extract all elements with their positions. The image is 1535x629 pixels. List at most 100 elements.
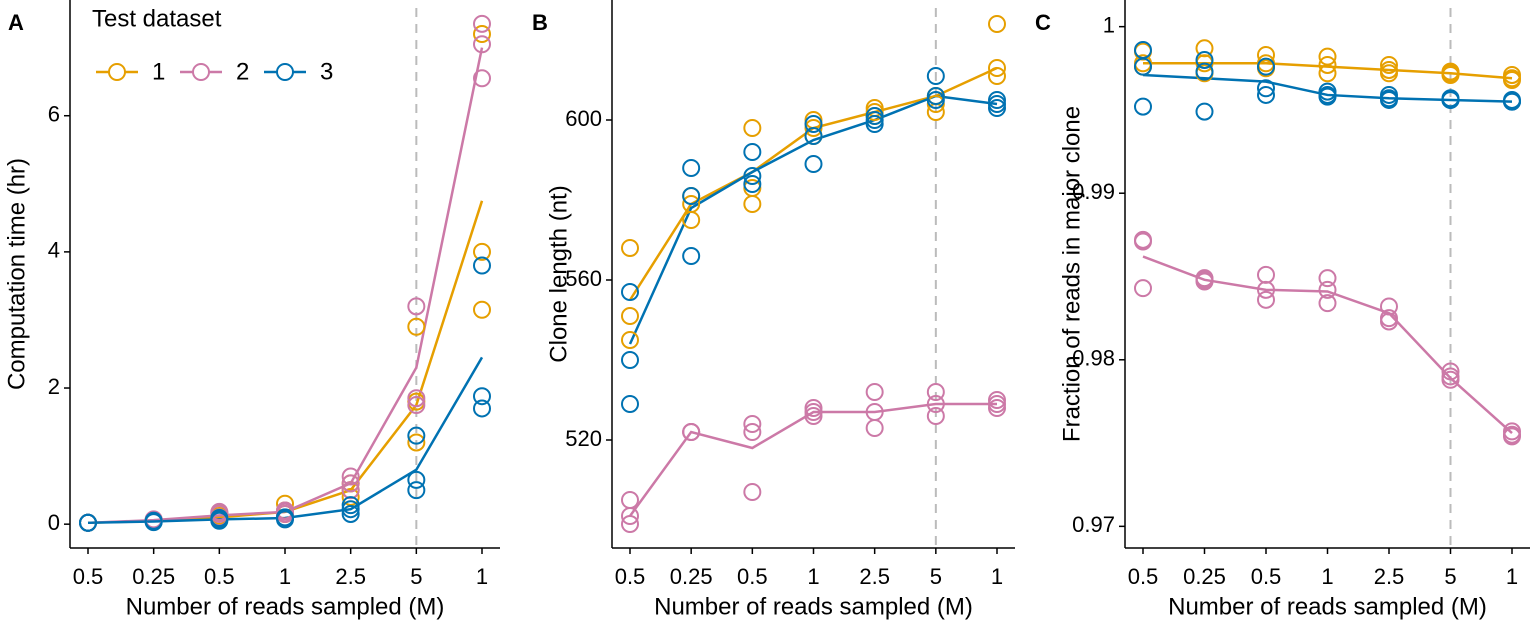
data-point	[621, 239, 639, 257]
data-point	[804, 399, 823, 417]
data-point	[621, 307, 639, 325]
data-point	[1257, 280, 1275, 299]
data-point	[1503, 422, 1521, 441]
data-point	[407, 317, 426, 336]
data-point	[1134, 97, 1152, 116]
data-point	[210, 502, 229, 521]
data-point	[621, 515, 639, 533]
data-point	[1380, 60, 1398, 79]
data-point	[407, 389, 426, 408]
x-tick-label: 0.5	[73, 564, 104, 589]
x-tick-label: 1	[1321, 564, 1333, 589]
data-point	[621, 331, 639, 349]
y-tick-label: 0.98	[1072, 346, 1115, 371]
x-tick-label: 5	[410, 564, 422, 589]
data-point	[473, 256, 491, 275]
data-point	[865, 419, 884, 437]
data-point	[1380, 309, 1398, 328]
x-tick-label: 0.5	[737, 564, 768, 589]
data-point	[1257, 85, 1275, 104]
x-tick-label: 0.5	[1128, 564, 1159, 589]
data-point	[1195, 39, 1214, 58]
data-point	[621, 395, 639, 413]
data-point	[210, 509, 229, 528]
data-point	[473, 242, 491, 261]
data-point	[341, 467, 360, 486]
data-point	[865, 383, 884, 401]
y-tick-label: 0	[48, 510, 60, 535]
data-point	[407, 426, 426, 445]
y-axis-title: Fraction of reads in major clone	[1058, 106, 1085, 442]
series-line	[628, 94, 998, 345]
data-point	[341, 487, 360, 506]
data-point	[276, 501, 294, 520]
x-tick-label: 5	[930, 564, 942, 589]
legend-label: 2	[236, 58, 249, 85]
data-point	[473, 35, 491, 54]
data-point	[1134, 40, 1152, 59]
data-point	[865, 403, 884, 421]
data-point	[988, 91, 1006, 109]
data-point	[1441, 89, 1460, 108]
x-tick-label: 0.25	[1183, 564, 1226, 589]
data-point	[743, 423, 762, 441]
data-point	[804, 155, 823, 173]
data-point	[926, 383, 945, 401]
data-point	[1257, 57, 1275, 76]
y-tick-label: 520	[565, 426, 602, 451]
data-point	[682, 159, 701, 177]
x-tick-label: 0.5	[1251, 564, 1282, 589]
data-point	[1441, 367, 1460, 386]
data-point	[1318, 269, 1337, 288]
x-tick-label: 1	[279, 564, 291, 589]
data-point	[682, 195, 701, 213]
data-point	[1318, 294, 1337, 313]
data-point	[1257, 45, 1275, 64]
data-point	[473, 14, 491, 33]
series-line	[628, 402, 997, 517]
x-tick-label: 5	[1444, 564, 1456, 589]
data-point	[341, 504, 360, 523]
data-point	[804, 115, 823, 133]
data-point	[276, 508, 294, 527]
legend-marker	[192, 63, 210, 81]
data-point	[926, 395, 945, 413]
data-point	[682, 187, 701, 205]
data-point	[743, 415, 762, 433]
data-point	[682, 423, 701, 441]
data-point	[926, 87, 945, 105]
data-point	[743, 483, 762, 501]
y-tick-label: 4	[48, 238, 60, 263]
data-point	[79, 513, 97, 532]
data-point	[1318, 82, 1337, 101]
data-point	[407, 297, 426, 316]
y-axis-title: Clone length (nt)	[545, 185, 572, 362]
data-point	[621, 351, 639, 369]
data-point	[682, 247, 701, 265]
data-point	[1318, 55, 1337, 74]
legend-marker	[276, 63, 294, 81]
data-point	[407, 396, 426, 415]
x-tick-label: 2.5	[335, 564, 366, 589]
panel-label: C	[1035, 10, 1051, 35]
data-point	[804, 127, 823, 145]
series-line	[628, 66, 998, 301]
y-tick-label: 1	[1103, 12, 1115, 37]
y-tick-label: 6	[48, 102, 60, 127]
x-axis-title: Number of reads sampled (M)	[1168, 593, 1487, 620]
x-tick-label: 0.25	[670, 564, 713, 589]
y-axis-title: Computation time (hr)	[3, 158, 30, 390]
x-tick-label: 1	[476, 564, 488, 589]
data-point	[473, 25, 491, 44]
x-tick-label: 0.5	[615, 564, 646, 589]
legend-title: Test dataset	[92, 5, 222, 32]
data-point	[1318, 280, 1337, 299]
series-line	[1142, 255, 1513, 435]
x-tick-label: 2.5	[859, 564, 890, 589]
data-point	[743, 195, 762, 213]
data-point	[1134, 279, 1152, 298]
data-point	[988, 67, 1006, 85]
data-point	[988, 391, 1006, 409]
data-point	[407, 481, 426, 500]
y-tick-label: 560	[565, 266, 602, 291]
